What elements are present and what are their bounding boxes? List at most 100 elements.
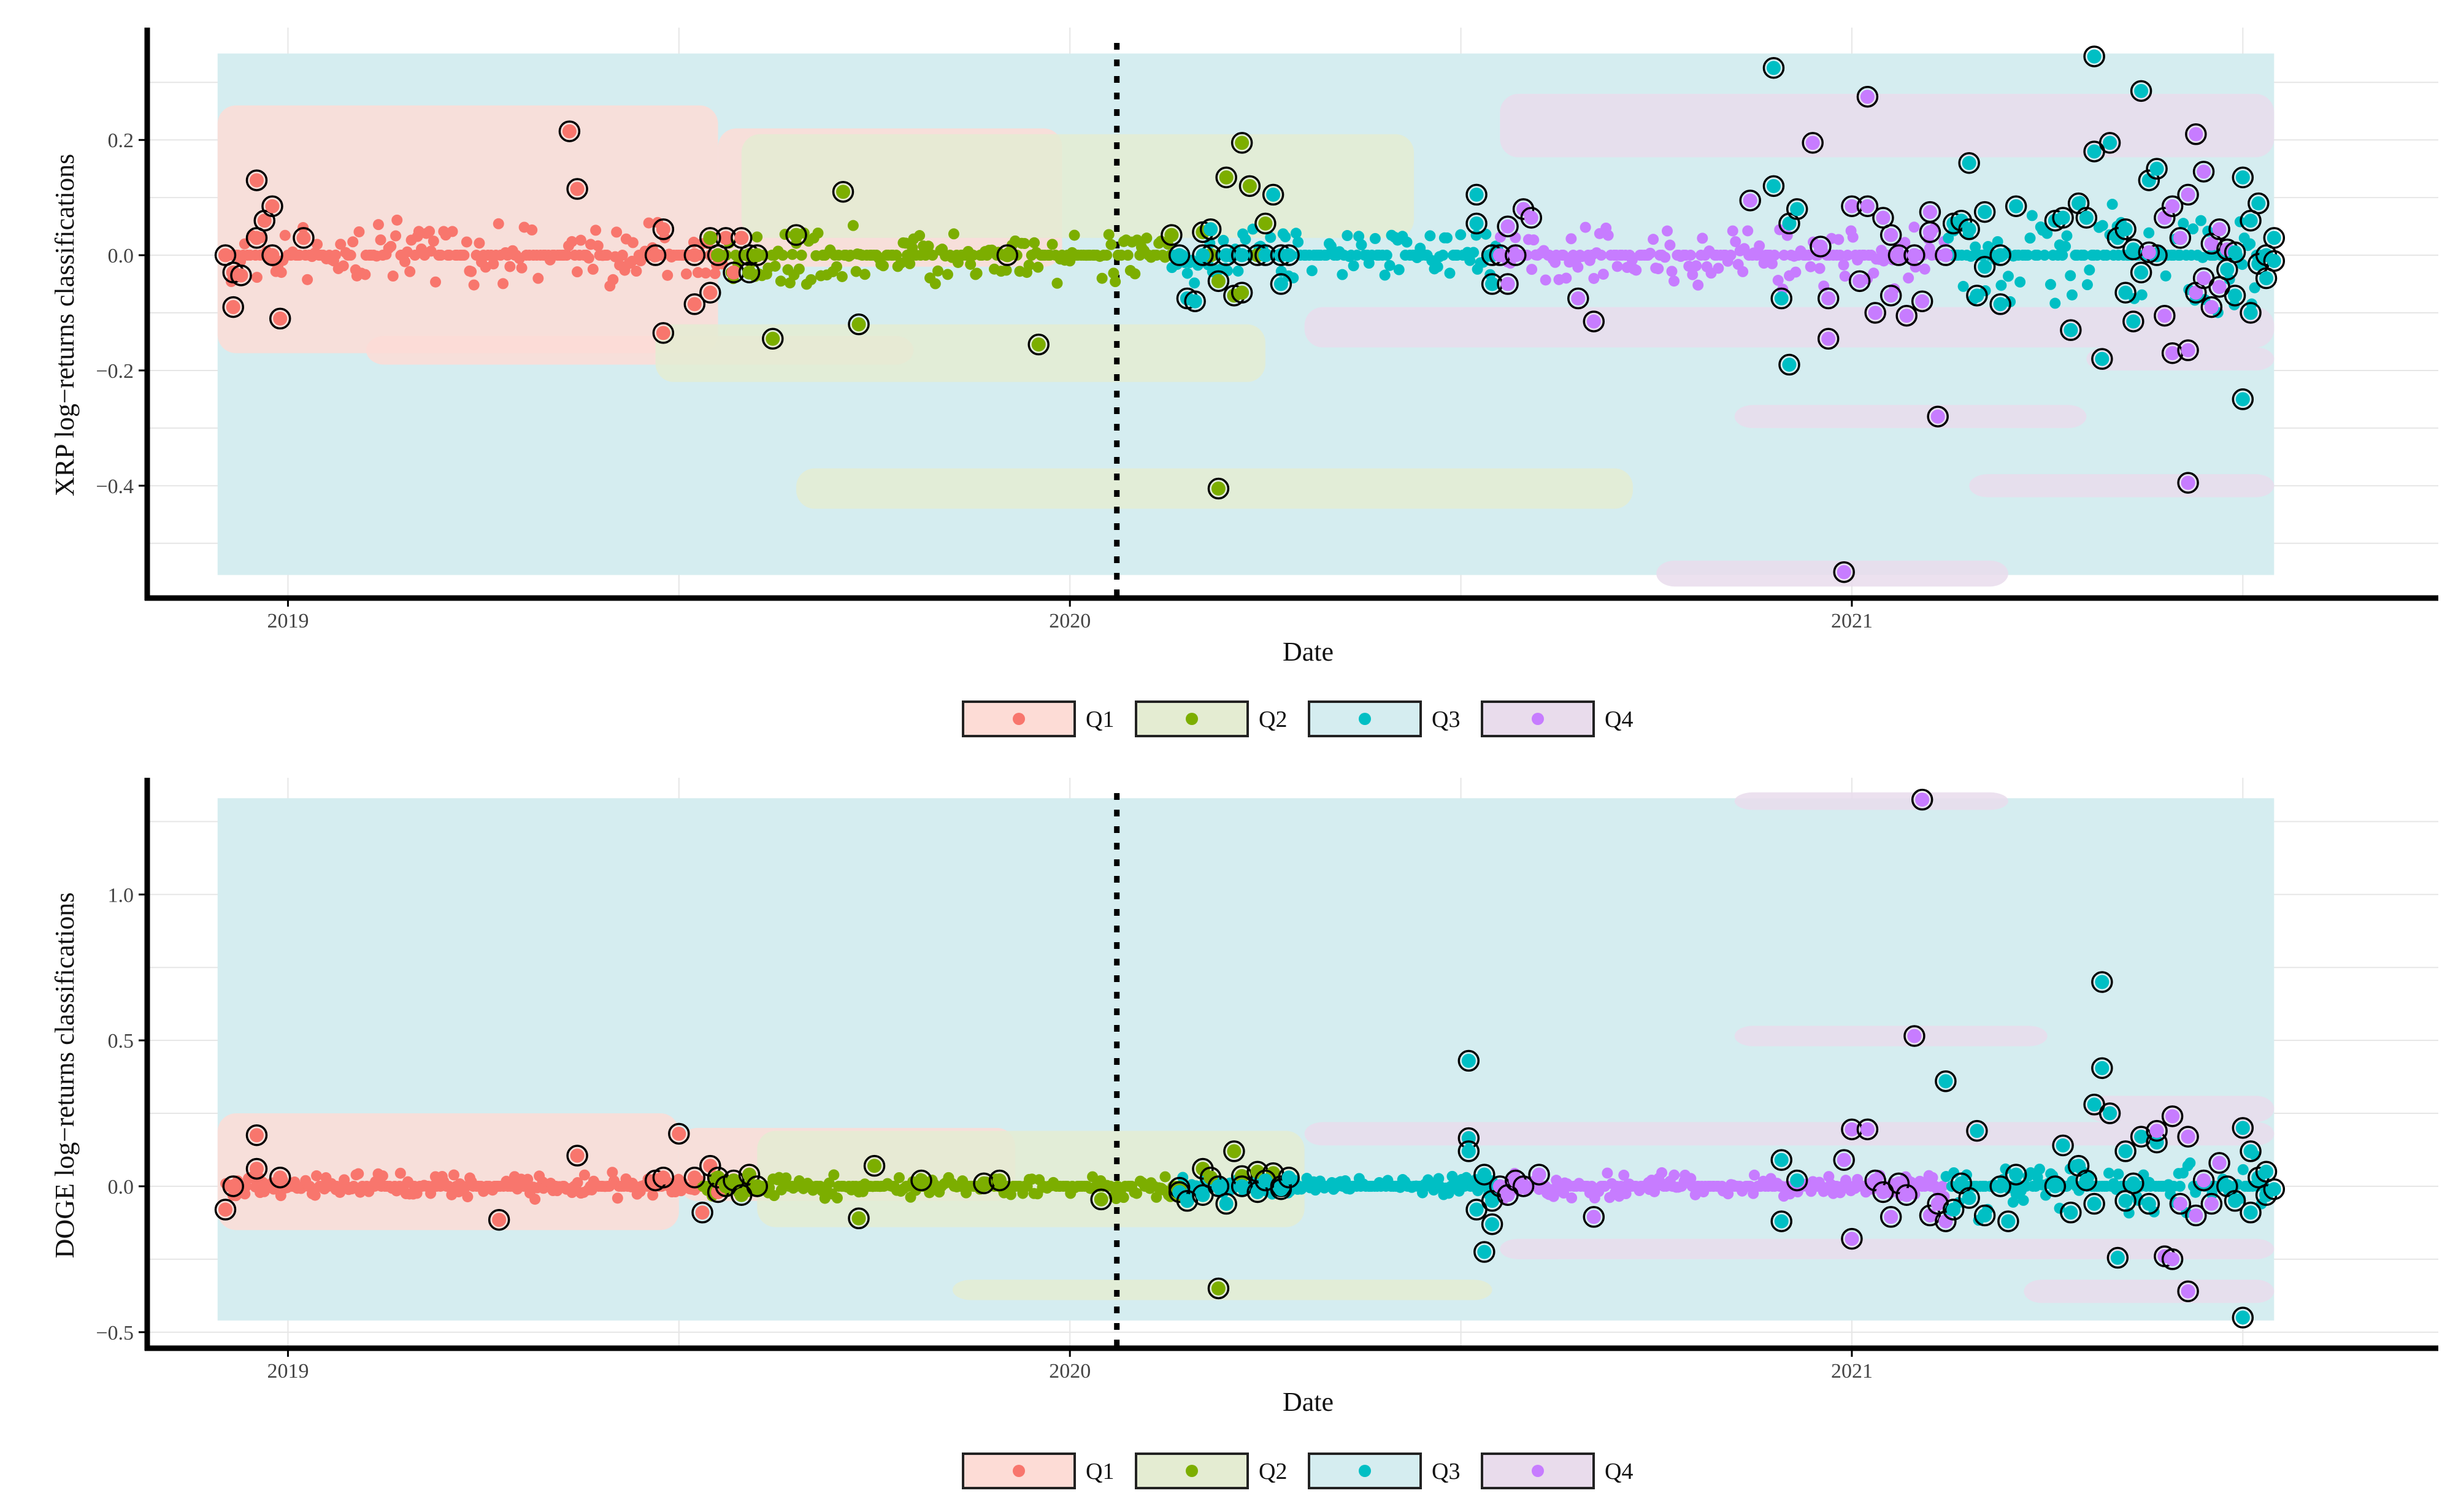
- xrp-outlier-ring: [1973, 256, 1996, 278]
- doge-outlier-ring: [2083, 1192, 2105, 1215]
- doge-legend-label-q3: Q3: [1432, 1459, 1460, 1484]
- xrp-outlier-ring: [1935, 244, 1957, 266]
- doge-outlier-point-q4: [2189, 1208, 2203, 1223]
- doge-outlier-ring: [1958, 1187, 1980, 1209]
- doge-point-q4: [1749, 1169, 1760, 1181]
- doge-outlier-point-q4: [2197, 1173, 2211, 1188]
- xrp-outlier-point-q3: [2064, 323, 2078, 337]
- doge-panel: 1.0 0.5 0.0 −0.5 2019 2020 2021 Date DOGE log−re…: [50, 778, 2438, 1489]
- xrp-point-q1: [504, 261, 516, 272]
- doge-outlier-ring: [2114, 1190, 2137, 1212]
- doge-point-q1: [394, 1167, 406, 1179]
- xrp-point-q1: [466, 266, 477, 277]
- doge-outlier-point-q4: [2204, 1197, 2219, 1211]
- xrp-outlier-point-q1: [249, 173, 264, 188]
- xrp-point-q3: [1379, 269, 1391, 281]
- xrp-outlier-point-q4: [1500, 277, 1515, 291]
- doge-point-q4: [1722, 1188, 1734, 1200]
- xrp-point-q2: [923, 240, 934, 252]
- doge-point-q1: [353, 1168, 364, 1180]
- xrp-point-q2: [796, 250, 807, 261]
- xrp-outlier-point-q3: [1469, 187, 1484, 202]
- xrp-point-q4: [1772, 275, 1784, 286]
- doge-point-q4: [1937, 1180, 1948, 1192]
- xrp-point-q3: [2024, 232, 2036, 244]
- xrp-point-q4: [1774, 224, 1786, 236]
- xrp-point-q3: [2039, 250, 2051, 261]
- xrp-outlier-ring: [269, 307, 291, 330]
- xrp-outlier-point-q3: [2056, 210, 2070, 225]
- doge-legend-dot-q1: [1013, 1465, 1025, 1477]
- xrp-point-q3: [1455, 229, 1467, 240]
- doge-outlier-ring: [1278, 1166, 1300, 1189]
- xrp-outlier-point-q3: [2118, 222, 2133, 237]
- xrp-outlier-ring: [1833, 561, 1855, 583]
- xrp-point-q4: [1572, 261, 1584, 273]
- xrp-point-q2: [971, 267, 983, 279]
- xrp-outlier-ring: [1161, 224, 1183, 246]
- doge-x-tick-label: 2020: [1049, 1360, 1091, 1383]
- doge-outlier-point-q3: [2095, 1061, 2110, 1075]
- xrp-outlier-point-q4: [1930, 409, 1945, 424]
- doge-outlier-point-q3: [1180, 1194, 1194, 1208]
- doge-outlier-ring: [1457, 1050, 1480, 1072]
- xrp-outlier-ring: [2263, 227, 2286, 249]
- doge-point-q4: [1668, 1169, 1680, 1181]
- doge-outlier-ring: [1903, 1025, 1925, 1047]
- xrp-outlier-ring: [1864, 302, 1886, 324]
- doge-point-q2: [1151, 1191, 1162, 1203]
- doge-point-q3: [2073, 1184, 2085, 1196]
- xrp-point-q1: [345, 250, 356, 261]
- xrp-point-q3: [1381, 250, 1392, 261]
- xrp-point-q4: [1766, 258, 1778, 269]
- xrp-outlier-ring: [222, 296, 244, 318]
- doge-outlier-ring: [848, 1207, 870, 1230]
- xrp-point-q3: [2187, 223, 2199, 235]
- xrp-point-q3: [1221, 265, 1233, 277]
- doge-outlier-ring: [1457, 1140, 1480, 1162]
- xrp-x-tick-label: 2019: [267, 610, 309, 632]
- xrp-band-q2: [741, 134, 1415, 238]
- xrp-outlier-ring: [230, 264, 252, 286]
- doge-point-q4: [1618, 1169, 1630, 1181]
- xrp-outlier-ring: [1270, 273, 1292, 295]
- doge-outlier-ring: [2224, 1190, 2246, 1212]
- doge-outlier-ring: [746, 1175, 769, 1197]
- doge-point-q3: [2000, 1163, 2011, 1175]
- xrp-point-q1: [611, 226, 623, 238]
- xrp-point-q3: [2078, 250, 2090, 261]
- xrp-outlier-ring: [1465, 212, 1488, 235]
- xrp-point-q3: [2061, 230, 2073, 242]
- xrp-point-q2: [1000, 264, 1012, 276]
- xrp-point-q2: [1046, 239, 1058, 250]
- xrp-outlier-ring: [2138, 241, 2160, 264]
- xrp-point-q3: [1468, 247, 1480, 258]
- xrp-point-q4: [1725, 250, 1737, 261]
- xrp-outlier-point-q3: [2259, 271, 2274, 286]
- doge-outlier-point-q3: [2220, 1179, 2235, 1194]
- doge-outlier-point-q4: [2149, 1124, 2164, 1138]
- xrp-point-q1: [387, 271, 399, 282]
- xrp-point-q3: [1351, 250, 1363, 261]
- xrp-point-q1: [337, 260, 349, 272]
- xrp-outlier-point-q3: [1469, 216, 1484, 231]
- xrp-point-q2: [932, 265, 943, 277]
- doge-outlier-ring: [1935, 1210, 1957, 1232]
- xrp-point-q4: [1602, 229, 1614, 241]
- xrp-outlier-ring: [1739, 190, 1761, 212]
- doge-outlier-point-q3: [2243, 1205, 2258, 1220]
- doge-outlier-point-q3: [2048, 1179, 2062, 1194]
- xrp-point-q2: [1032, 261, 1044, 273]
- xrp-point-q4: [1919, 263, 1930, 275]
- xrp-band-q2: [655, 324, 1265, 382]
- xrp-point-q2: [777, 250, 789, 261]
- xrp-point-q4: [1645, 247, 1656, 259]
- doge-outlier-ring: [1841, 1227, 1863, 1250]
- xrp-outlier-ring: [245, 169, 268, 191]
- xrp-outlier-ring: [2177, 183, 2199, 206]
- xrp-outlier-point-q3: [2251, 196, 2266, 211]
- doge-outlier-point-q3: [1790, 1173, 1805, 1188]
- xrp-point-q4: [1691, 260, 1702, 272]
- doge-outlier-point-q3: [2087, 1197, 2102, 1211]
- xrp-outlier-point-q4: [1586, 314, 1601, 329]
